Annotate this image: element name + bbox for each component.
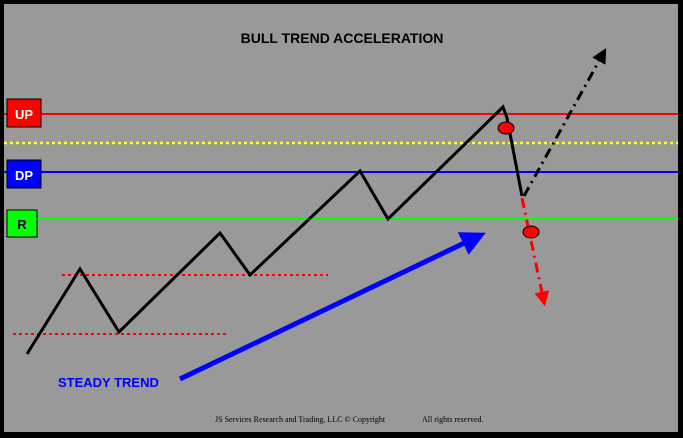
up-label-box: UP — [6, 98, 42, 128]
footer-copyright: JS Services Research and Trading, LLC © … — [215, 415, 386, 424]
dp-label: DP — [15, 168, 33, 183]
upper-red-marker — [497, 121, 515, 135]
bullish-continuation-arrow — [522, 48, 607, 197]
up-label: UP — [15, 107, 33, 122]
steady-trend-label: STEADY TREND — [58, 375, 159, 390]
chart-title: BULL TREND ACCELERATION — [241, 30, 444, 46]
r-label-box: R — [6, 209, 38, 238]
footer-rights: All rights reserved. — [422, 415, 484, 424]
lower-red-marker — [522, 225, 540, 239]
r-label: R — [17, 217, 27, 232]
dp-label-box: DP — [6, 159, 42, 189]
steady-trend-arrow — [178, 232, 486, 382]
breakdown-arrow — [520, 197, 550, 307]
price-path — [25, 104, 524, 355]
